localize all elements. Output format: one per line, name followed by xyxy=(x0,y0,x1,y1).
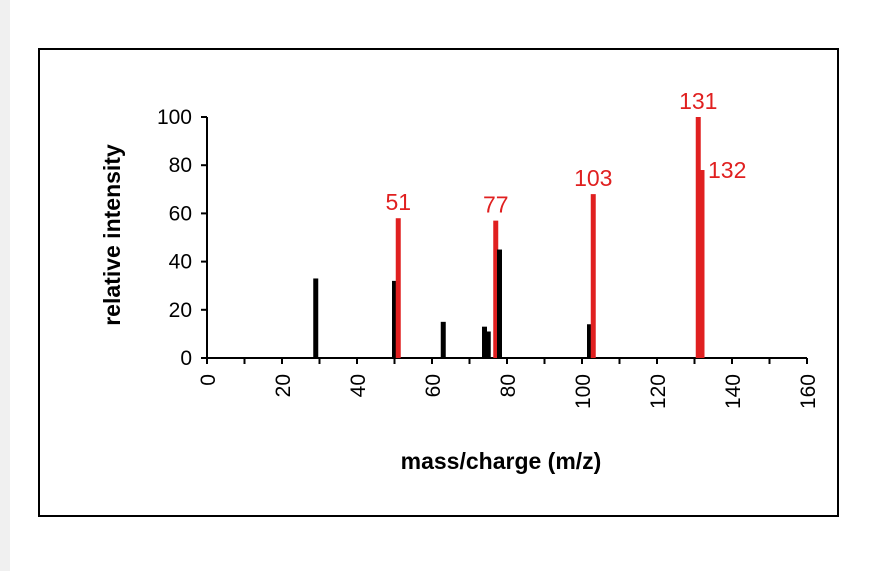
highlighted-peak xyxy=(590,194,596,358)
highlighted-peak xyxy=(695,117,701,358)
x-tick-label: 100 xyxy=(572,374,595,409)
axes xyxy=(206,117,807,359)
peaks xyxy=(313,117,705,358)
x-tick-label: 60 xyxy=(422,374,445,397)
x-ticks: 0 20 40 60 80 100 120 140 160 xyxy=(197,358,820,409)
peak xyxy=(313,278,319,358)
x-tick-label: 80 xyxy=(497,374,520,397)
peak xyxy=(440,321,446,358)
x-tick-label: 20 xyxy=(272,374,295,397)
x-tick-label: 40 xyxy=(347,374,370,397)
peak xyxy=(392,280,397,358)
highlighted-peak xyxy=(493,220,499,358)
x-tick-label: 120 xyxy=(647,374,670,409)
y-tick-label: 80 xyxy=(169,154,192,177)
peak-labels: 51 77 103 131 132 xyxy=(385,88,746,218)
peak-label: 51 xyxy=(385,189,411,215)
chart-frame: relative intensity mass/charge (m/z) 0 20… xyxy=(38,48,839,517)
x-tick-label: 160 xyxy=(797,374,820,409)
x-tick-label: 0 xyxy=(197,374,220,386)
y-tick-label: 100 xyxy=(157,106,192,129)
peak-label: 103 xyxy=(574,165,612,191)
y-tick-label: 40 xyxy=(169,251,192,274)
y-tick-label: 20 xyxy=(169,299,192,322)
y-axis-title: relative intensity xyxy=(99,144,125,326)
peak-label: 131 xyxy=(679,88,717,114)
peak-label: 77 xyxy=(483,192,509,218)
left-edge-strip xyxy=(0,0,10,571)
x-tick-label: 140 xyxy=(722,374,745,409)
peak xyxy=(485,331,491,358)
x-axis-title: mass/charge (m/z) xyxy=(401,448,602,474)
y-ticks: 0 20 40 60 80 100 xyxy=(157,106,207,370)
peak xyxy=(587,324,592,358)
y-tick-label: 0 xyxy=(180,347,192,370)
y-tick-label: 60 xyxy=(169,202,192,225)
peak xyxy=(497,249,502,358)
highlighted-peak xyxy=(699,170,705,358)
mass-spectrum-chart: relative intensity mass/charge (m/z) 0 20… xyxy=(99,88,820,474)
y-axis-title-group: relative intensity xyxy=(99,144,125,326)
highlighted-peak xyxy=(395,218,401,358)
peak xyxy=(482,326,487,358)
peak-label: 132 xyxy=(708,157,746,183)
